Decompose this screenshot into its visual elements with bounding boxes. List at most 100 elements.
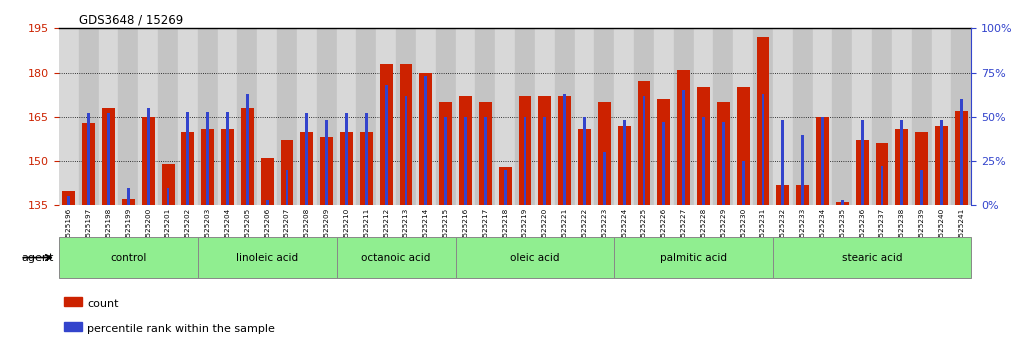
Bar (873, 28, 892, 205)
Bar (376, 28, 397, 205)
Bar (278, 28, 297, 205)
Bar (960, 99, 963, 205)
Bar (674, 28, 694, 205)
Bar (583, 117, 586, 205)
Bar (614, 28, 635, 205)
Bar (603, 152, 606, 205)
Bar (495, 28, 516, 205)
Bar (281, 141, 294, 205)
Bar (365, 113, 368, 205)
Bar (781, 120, 784, 205)
Bar (841, 200, 844, 205)
Bar (876, 143, 889, 205)
Bar (575, 28, 595, 205)
Text: oleic acid: oleic acid (511, 252, 559, 263)
Bar (320, 137, 334, 205)
Bar (702, 117, 705, 205)
Bar (479, 102, 492, 205)
Bar (776, 185, 789, 205)
Bar (741, 161, 744, 205)
Bar (138, 28, 159, 205)
Bar (836, 202, 849, 205)
Bar (622, 120, 625, 205)
Text: palmitic acid: palmitic acid (660, 252, 727, 263)
Bar (206, 112, 210, 205)
Bar (201, 129, 215, 205)
Bar (638, 81, 651, 205)
Bar (59, 28, 79, 205)
Bar (464, 117, 467, 205)
Bar (498, 167, 512, 205)
Bar (340, 132, 353, 205)
Bar (122, 199, 135, 205)
Bar (221, 129, 234, 205)
Bar (400, 64, 413, 205)
Bar (662, 122, 665, 205)
Bar (598, 102, 611, 205)
Bar (595, 28, 614, 205)
Text: agent: agent (21, 252, 54, 263)
Bar (226, 112, 229, 205)
Bar (238, 28, 257, 205)
Bar (146, 108, 149, 205)
Bar (801, 135, 804, 205)
Bar (503, 170, 506, 205)
Bar (852, 28, 873, 205)
Bar (102, 108, 115, 205)
Bar (773, 28, 793, 205)
Bar (159, 28, 178, 205)
Bar (439, 102, 453, 205)
Bar (952, 28, 971, 205)
Bar (635, 28, 654, 205)
Bar (360, 132, 373, 205)
Bar (516, 28, 535, 205)
Bar (881, 166, 884, 205)
Bar (337, 237, 456, 278)
Bar (912, 28, 932, 205)
Text: control: control (110, 252, 146, 263)
Bar (246, 94, 249, 205)
Bar (555, 28, 575, 205)
Bar (397, 28, 416, 205)
Bar (935, 126, 948, 205)
Bar (317, 28, 337, 205)
Text: percentile rank within the sample: percentile rank within the sample (87, 324, 276, 333)
Text: stearic acid: stearic acid (842, 252, 902, 263)
Bar (855, 141, 869, 205)
Bar (476, 28, 495, 205)
Bar (424, 76, 427, 205)
Bar (617, 126, 631, 205)
Bar (59, 237, 197, 278)
Bar (955, 111, 968, 205)
Bar (416, 28, 436, 205)
Bar (297, 28, 317, 205)
Bar (754, 28, 773, 205)
Bar (325, 120, 328, 205)
Bar (186, 112, 189, 205)
Bar (796, 185, 810, 205)
Bar (519, 96, 532, 205)
Bar (714, 28, 733, 205)
Bar (657, 99, 670, 205)
Bar (940, 120, 943, 205)
Bar (218, 28, 238, 205)
Bar (484, 117, 487, 205)
Bar (535, 28, 555, 205)
Bar (892, 28, 912, 205)
Bar (419, 73, 432, 205)
Bar (821, 117, 824, 205)
Bar (260, 158, 274, 205)
Bar (538, 96, 551, 205)
Bar (357, 28, 376, 205)
Bar (543, 117, 546, 205)
Bar (773, 237, 971, 278)
Bar (141, 117, 155, 205)
Bar (107, 113, 110, 205)
Bar (286, 170, 289, 205)
Bar (677, 70, 691, 205)
Bar (379, 64, 393, 205)
Bar (257, 28, 278, 205)
Bar (119, 28, 138, 205)
Bar (757, 37, 770, 205)
Text: linoleic acid: linoleic acid (236, 252, 298, 263)
